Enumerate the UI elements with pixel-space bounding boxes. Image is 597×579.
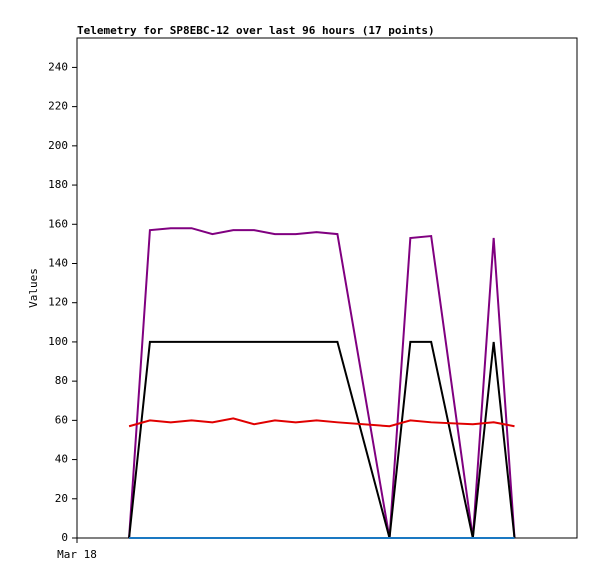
series-line [128,227,516,539]
y-tick-label: 0 [61,531,68,544]
y-tick-label: 40 [55,453,68,466]
series-line [128,417,515,428]
y-tick-label: 180 [48,178,68,191]
y-tick-label: 140 [48,256,68,269]
y-tick-label: 200 [48,139,68,152]
series-line [128,340,516,539]
plot-frame [76,37,578,539]
y-tick-label: 60 [55,413,68,426]
y-tick-label: 160 [48,217,68,230]
chart-title: Telemetry for SP8EBC-12 over last 96 hou… [77,24,435,37]
y-tick-label: 80 [55,374,68,387]
y-axis-label: Values [27,268,40,308]
x-tick-label: Mar 18 [57,548,97,561]
y-tick-label: 240 [48,60,68,73]
y-tick-label: 20 [55,492,68,505]
y-tick-label: 100 [48,335,68,348]
y-tick-label: 120 [48,296,68,309]
y-tick-label: 220 [48,100,68,113]
